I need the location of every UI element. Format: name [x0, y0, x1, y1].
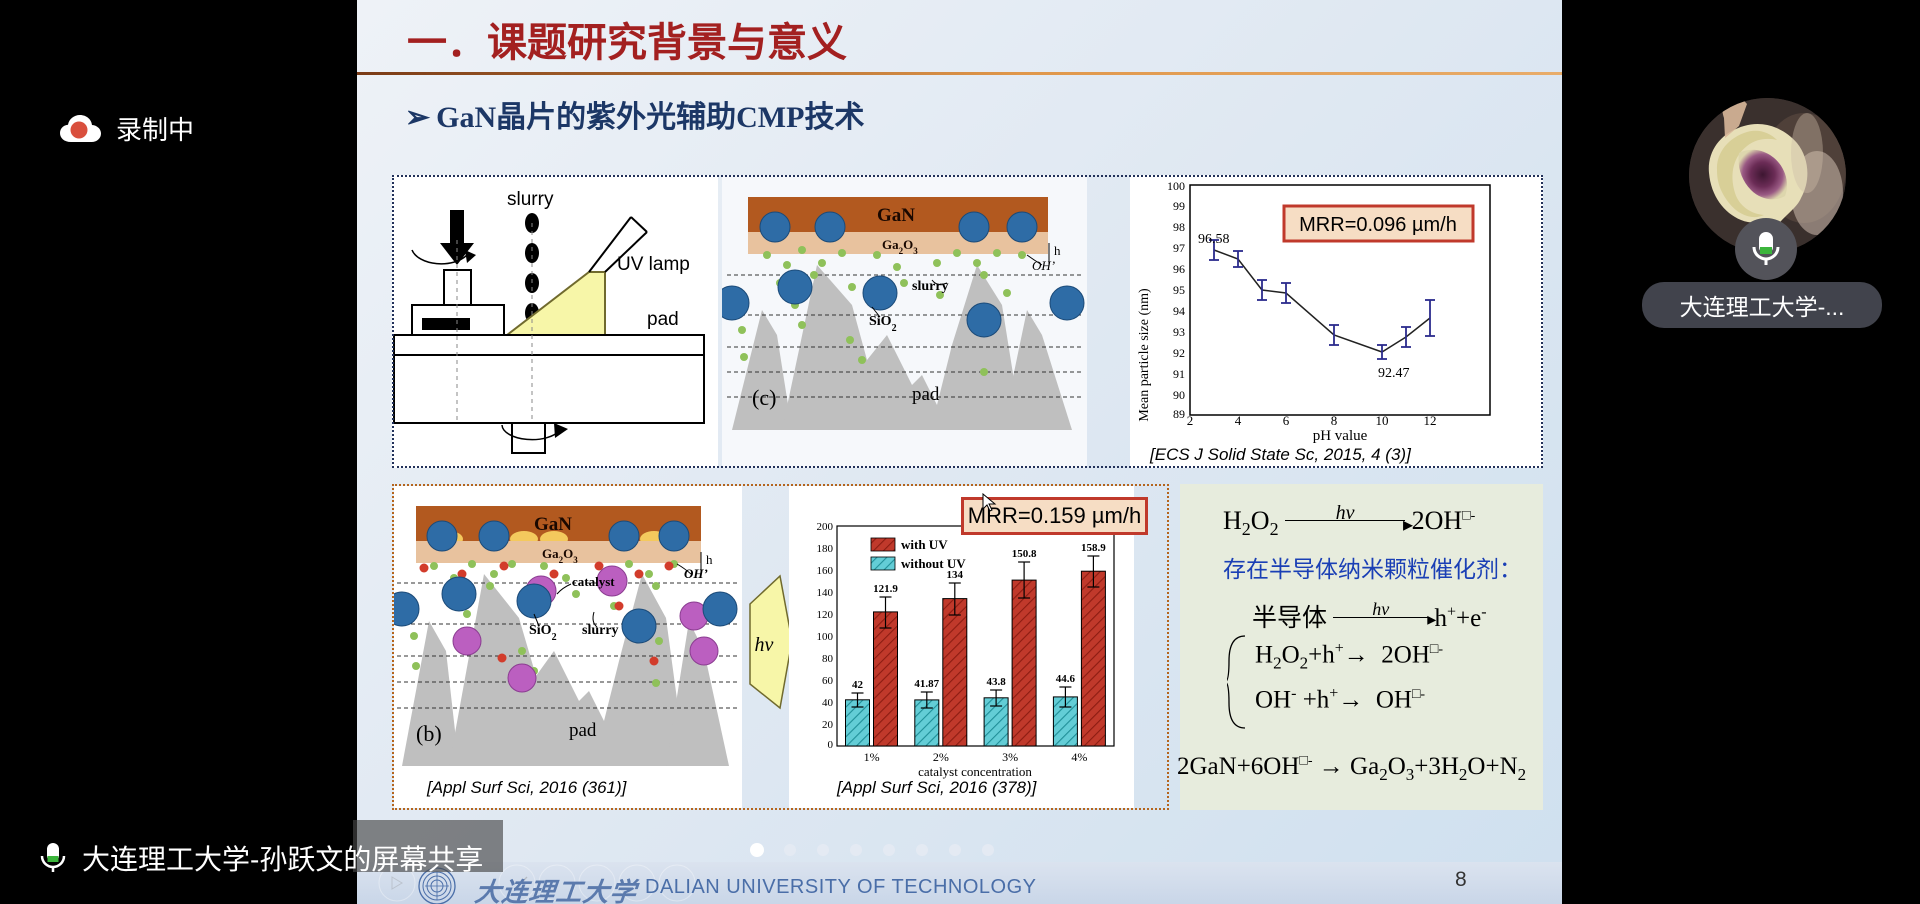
svg-text:92.47: 92.47 [1378, 366, 1410, 381]
svg-text:43.8: 43.8 [986, 676, 1006, 688]
svg-text:200: 200 [817, 521, 834, 533]
svg-text:Mean particle size (nm): Mean particle size (nm) [1137, 288, 1152, 422]
svg-text:100: 100 [817, 631, 834, 643]
svg-text:slurry: slurry [582, 623, 619, 638]
svg-text:UV lamp: UV lamp [617, 254, 690, 275]
svg-text:100: 100 [1167, 179, 1185, 193]
svg-text:93: 93 [1173, 325, 1185, 339]
svg-text:h: h [706, 552, 713, 567]
svg-text:without UV: without UV [901, 556, 966, 571]
svg-text:42: 42 [852, 679, 864, 691]
svg-text:catalyst concentration: catalyst concentration [918, 764, 1032, 779]
svg-text:with UV: with UV [901, 537, 948, 552]
svg-text:10: 10 [1376, 413, 1389, 428]
svg-text:12: 12 [1424, 413, 1437, 428]
svg-text:44.6: 44.6 [1056, 673, 1076, 685]
svg-text:20: 20 [822, 719, 834, 731]
svg-text:4: 4 [1235, 413, 1242, 428]
svg-text:slurry: slurry [507, 189, 554, 210]
svg-text:158.9: 158.9 [1081, 542, 1106, 554]
svg-text:6: 6 [1283, 413, 1290, 428]
svg-text:SiO2: SiO2 [529, 623, 557, 643]
svg-text:2: 2 [1187, 413, 1194, 428]
svg-text:180: 180 [817, 543, 834, 555]
svg-text:pH value: pH value [1313, 428, 1368, 444]
svg-text:96.58: 96.58 [1198, 232, 1230, 247]
svg-text:60: 60 [822, 675, 834, 687]
svg-text:95: 95 [1173, 283, 1185, 297]
svg-text:0: 0 [828, 739, 834, 751]
svg-text:120: 120 [817, 609, 834, 621]
svg-text:1%: 1% [864, 750, 880, 764]
svg-text:4%: 4% [1071, 750, 1087, 764]
svg-text:94: 94 [1173, 304, 1185, 318]
svg-text:98: 98 [1173, 220, 1185, 234]
svg-text:121.9: 121.9 [873, 583, 898, 595]
svg-text:41.87: 41.87 [914, 678, 939, 690]
svg-text:pad: pad [569, 720, 597, 741]
svg-text:2%: 2% [933, 750, 949, 764]
svg-text:91: 91 [1173, 367, 1185, 381]
svg-text:160: 160 [817, 565, 834, 577]
svg-text:97: 97 [1173, 241, 1185, 255]
svg-text:140: 140 [817, 587, 834, 599]
svg-text:89: 89 [1173, 407, 1185, 421]
svg-text:96: 96 [1173, 262, 1185, 276]
svg-text:slurry: slurry [912, 279, 949, 294]
svg-text:(b): (b) [416, 721, 442, 746]
svg-text:MRR=0.096 µm/h: MRR=0.096 µm/h [1299, 214, 1457, 236]
svg-text:150.8: 150.8 [1012, 548, 1037, 560]
svg-text:SiO2: SiO2 [869, 314, 897, 334]
svg-text:GaN: GaN [877, 205, 915, 226]
svg-text:OHʼ: OHʼ [684, 566, 708, 581]
svg-text:92: 92 [1173, 346, 1185, 360]
svg-text:catalyst: catalyst [572, 574, 615, 589]
svg-text:80: 80 [822, 653, 834, 665]
svg-text:GaN: GaN [534, 514, 572, 535]
svg-text:pad: pad [647, 309, 679, 330]
svg-text:h: h [1054, 243, 1061, 258]
svg-text:99: 99 [1173, 199, 1185, 213]
svg-text:40: 40 [822, 697, 834, 709]
svg-text:3%: 3% [1002, 750, 1018, 764]
svg-text:8: 8 [1331, 413, 1338, 428]
svg-text:90: 90 [1173, 388, 1185, 402]
svg-text:pad: pad [912, 384, 940, 405]
svg-text:hv: hv [755, 634, 774, 656]
